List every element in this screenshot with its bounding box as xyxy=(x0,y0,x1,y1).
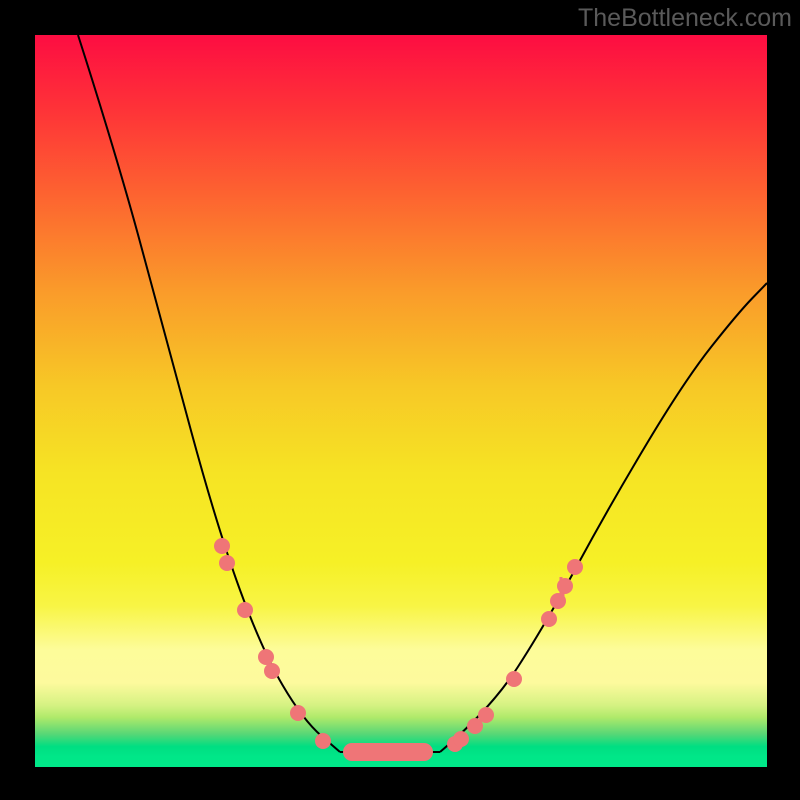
marker-dot xyxy=(237,602,253,618)
markers-bottom xyxy=(343,743,433,761)
marker-dot xyxy=(453,731,469,747)
marker-dot xyxy=(478,707,494,723)
v-curve-chart xyxy=(0,0,800,800)
marker-bottom-strip xyxy=(343,743,433,761)
marker-dot xyxy=(258,649,274,665)
marker-dot xyxy=(290,705,306,721)
marker-dot xyxy=(541,611,557,627)
marker-dot xyxy=(557,578,573,594)
gradient-background xyxy=(35,35,767,767)
marker-dot xyxy=(214,538,230,554)
watermark-text: TheBottleneck.com xyxy=(578,4,792,33)
marker-dot xyxy=(315,733,331,749)
marker-dot xyxy=(264,663,280,679)
marker-dot xyxy=(567,559,583,575)
chart-frame: TheBottleneck.com xyxy=(0,0,800,800)
marker-dot xyxy=(219,555,235,571)
marker-dot xyxy=(506,671,522,687)
